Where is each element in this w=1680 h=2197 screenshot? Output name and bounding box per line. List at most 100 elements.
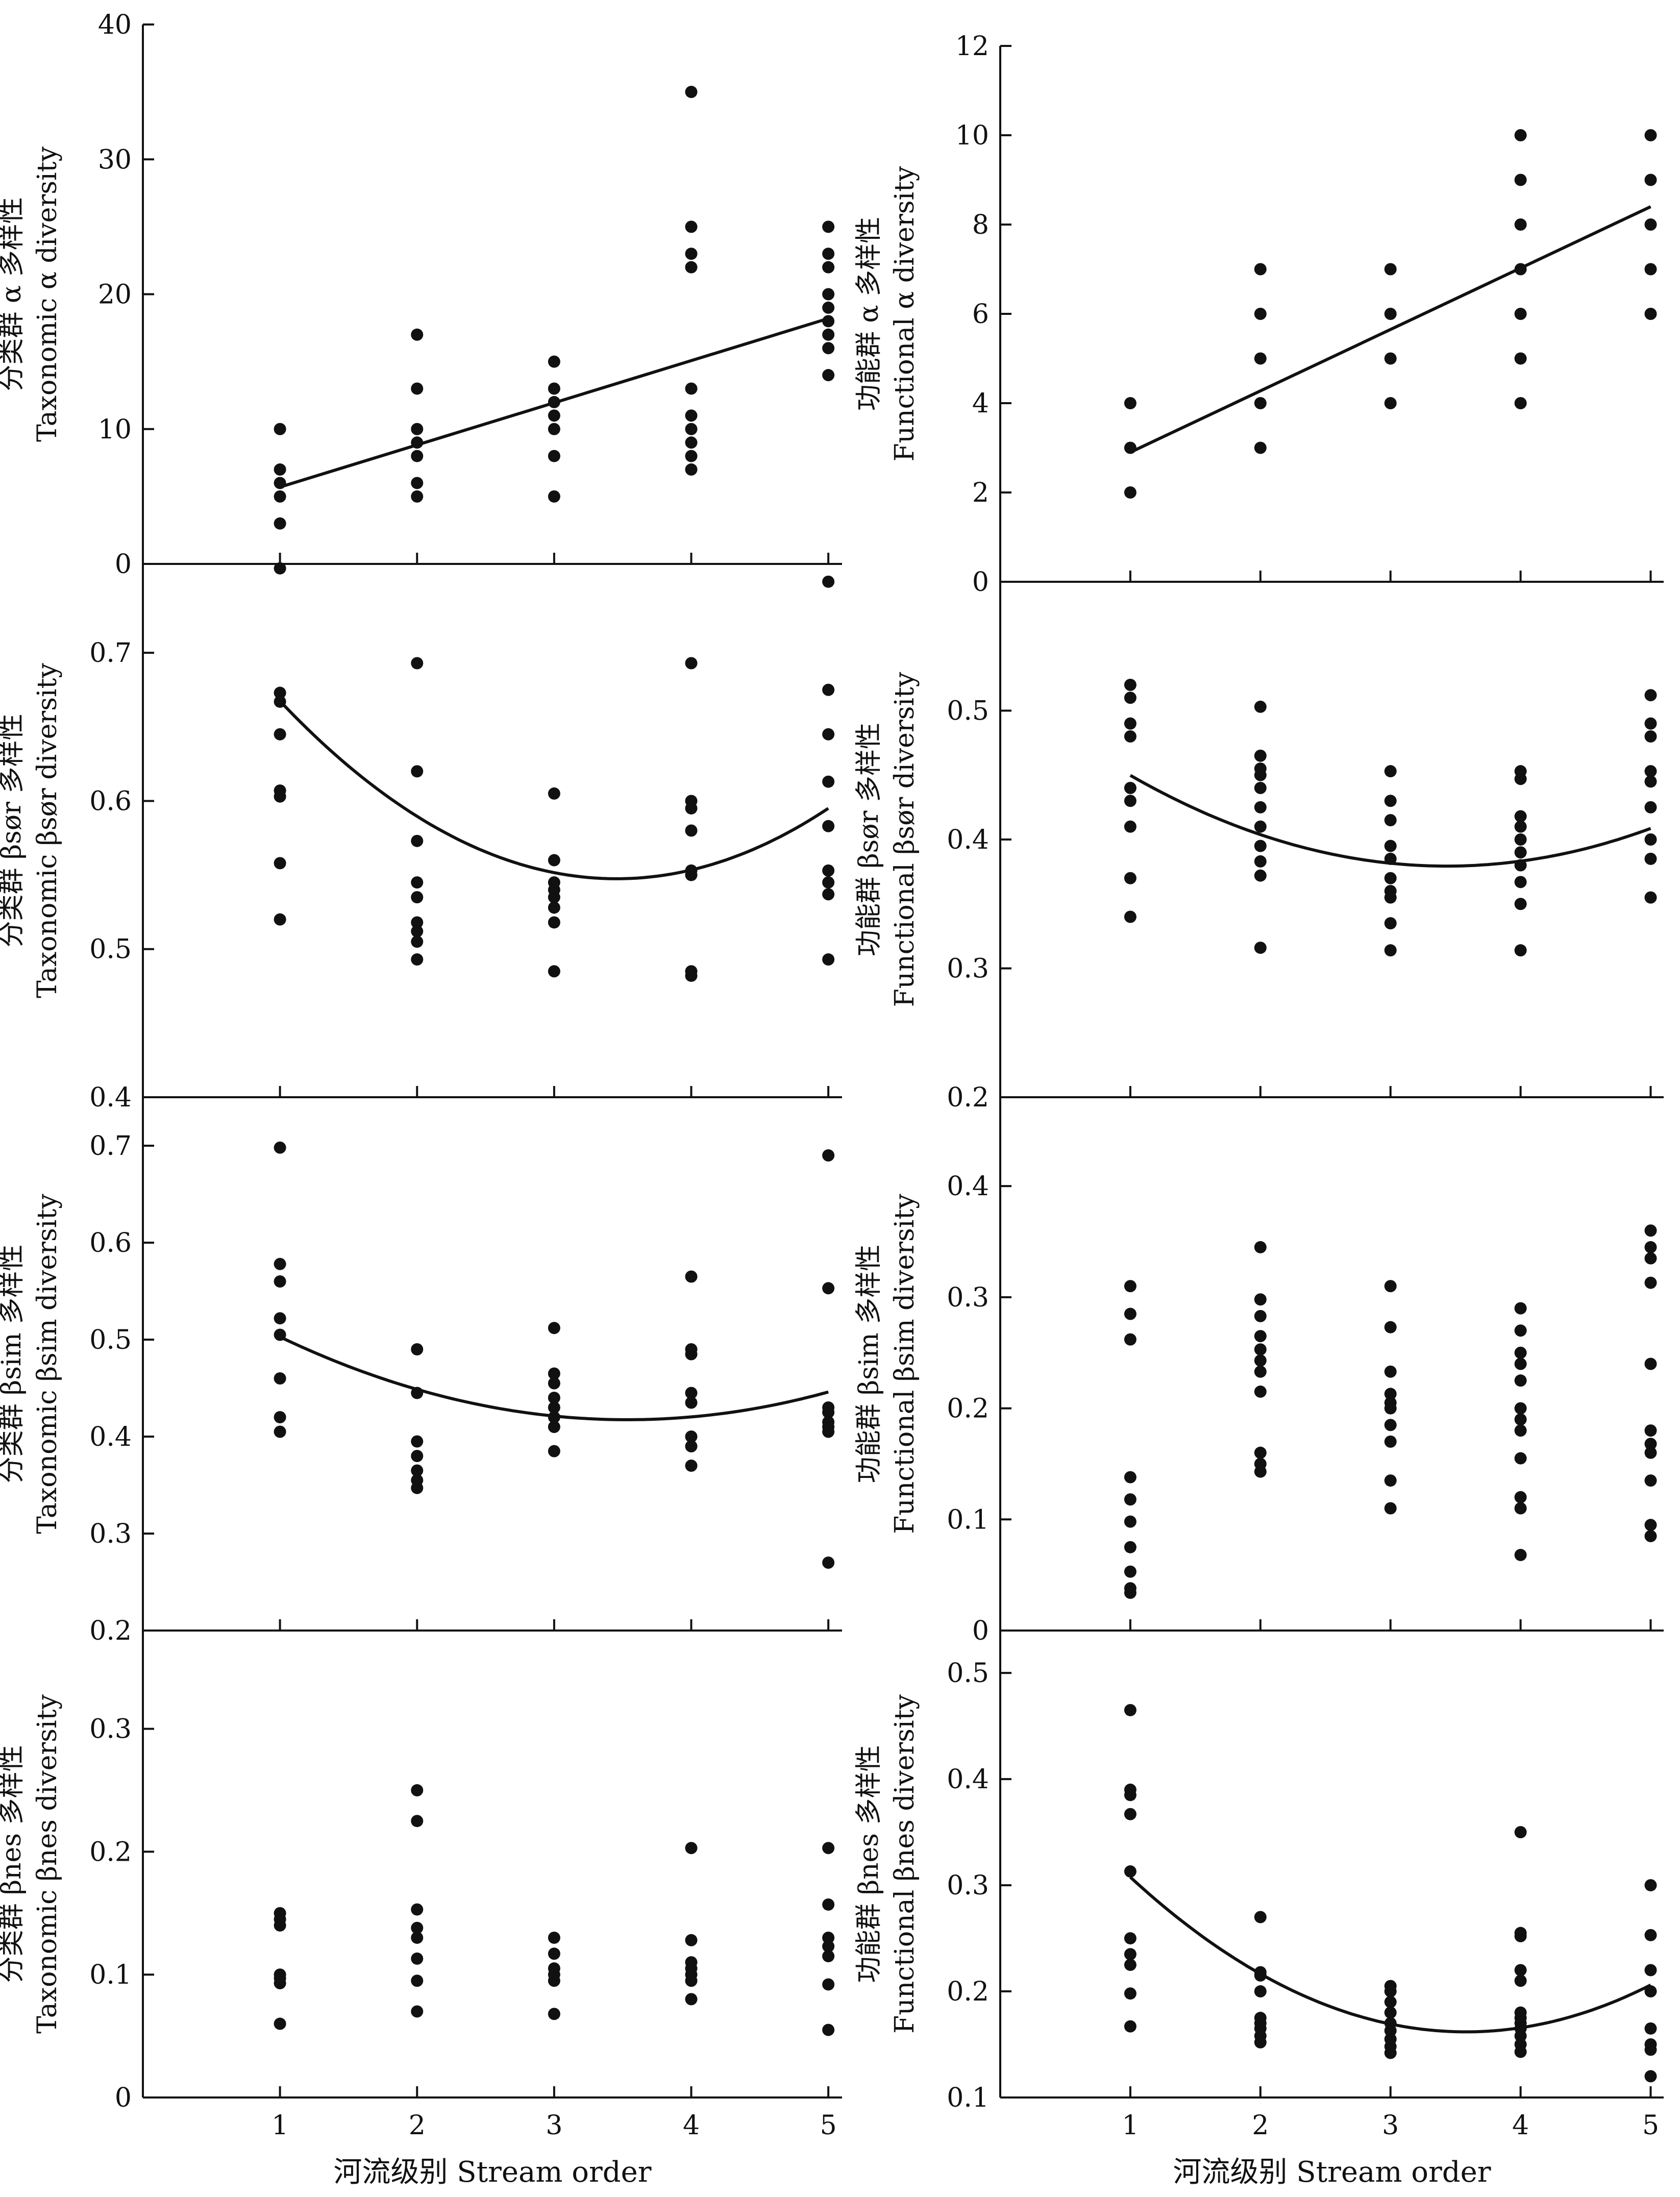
data-point — [274, 1312, 286, 1325]
data-point — [1384, 1474, 1397, 1487]
data-point — [1124, 441, 1137, 454]
data-point — [1514, 820, 1527, 833]
y-axis-label-zh: 分类群 βnes 多样性 — [0, 1745, 27, 1983]
data-point — [1514, 1974, 1527, 1987]
data-point — [1514, 2045, 1527, 2058]
data-point — [1124, 795, 1137, 807]
data-point — [1124, 1565, 1137, 1578]
data-point — [1514, 1413, 1527, 1426]
data-point — [548, 382, 560, 395]
data-point — [822, 1898, 835, 1911]
y-tick-label: 0 — [115, 549, 132, 580]
data-point — [822, 248, 835, 260]
data-point — [548, 423, 560, 435]
data-point — [1514, 773, 1527, 785]
data-point — [1384, 1419, 1397, 1431]
data-point — [548, 490, 560, 503]
data-point — [1254, 1985, 1267, 1998]
y-tick-label: 0.5 — [89, 934, 132, 965]
data-point — [411, 1952, 424, 1965]
data-point — [1514, 898, 1527, 910]
data-point — [1514, 859, 1527, 872]
y-axis-label-zh: 分类群 βsør 多样性 — [0, 714, 27, 948]
data-point — [685, 220, 698, 233]
y-axis-label-zh: 分类群 βsim 多样性 — [0, 1245, 27, 1484]
y-axis-label-zh: 功能群 α 多样性 — [854, 217, 884, 411]
data-point — [1644, 308, 1657, 320]
data-point — [1514, 1548, 1527, 1561]
data-point — [274, 857, 286, 870]
data-point — [1254, 441, 1267, 454]
data-point — [1124, 1932, 1137, 1945]
data-point — [822, 575, 835, 588]
data-point — [411, 834, 424, 847]
y-tick-label: 40 — [98, 10, 132, 40]
data-point — [1644, 1929, 1657, 1941]
data-point — [1254, 1330, 1267, 1343]
data-point — [1124, 1493, 1137, 1506]
data-point — [685, 1974, 698, 1987]
data-point — [411, 328, 424, 341]
data-point — [548, 916, 560, 929]
data-point — [1384, 1502, 1397, 1515]
data-point — [1384, 2024, 1397, 2037]
data-point — [822, 1425, 835, 1438]
data-point — [548, 1421, 560, 1433]
y-tick-label: 0.4 — [89, 1422, 132, 1452]
data-point — [411, 2005, 424, 2018]
data-point — [548, 1367, 560, 1380]
data-point — [548, 854, 560, 867]
data-point — [1514, 1452, 1527, 1465]
data-point — [274, 1919, 286, 1932]
y-tick-label: 0.7 — [89, 638, 132, 669]
data-point — [822, 953, 835, 966]
data-point — [1254, 1385, 1267, 1398]
y-tick-label: 0.4 — [947, 825, 989, 855]
data-point — [548, 355, 560, 368]
y-tick-label: 0.4 — [947, 1764, 989, 1795]
data-point — [1514, 1324, 1527, 1337]
data-point — [1254, 820, 1267, 833]
y-axis-label-en: Taxonomic βsim diversity — [32, 1194, 63, 1534]
data-point — [1124, 1280, 1137, 1293]
data-point — [1644, 775, 1657, 788]
y-tick-label: 10 — [98, 414, 132, 445]
y-tick-label: 0.4 — [89, 1082, 132, 1113]
data-point — [1254, 1911, 1267, 1923]
data-point — [1514, 1357, 1527, 1370]
data-point — [548, 787, 560, 800]
x-tick-label: 1 — [1122, 2110, 1139, 2141]
data-point — [1514, 876, 1527, 888]
x-tick-label: 4 — [1512, 2110, 1529, 2141]
data-point — [1254, 1293, 1267, 1306]
data-point — [411, 1815, 424, 1828]
data-point — [822, 728, 835, 740]
data-point — [274, 562, 286, 575]
data-point — [1254, 749, 1267, 762]
data-point — [1254, 700, 1267, 713]
data-point — [1644, 1252, 1657, 1265]
y-axis-label-en: Taxonomic βsør diversity — [32, 663, 63, 998]
data-point — [1384, 917, 1397, 930]
data-point — [1514, 129, 1527, 141]
data-point — [411, 1921, 424, 1934]
data-point — [685, 1993, 698, 2006]
data-point — [548, 450, 560, 462]
data-point — [1124, 1865, 1137, 1878]
data-point — [1644, 129, 1657, 141]
data-point — [822, 1282, 835, 1295]
x-tick-label: 3 — [546, 2110, 562, 2141]
data-point — [548, 1411, 560, 1423]
trend-line — [1129, 205, 1651, 454]
data-point — [1514, 218, 1527, 231]
data-point — [822, 328, 835, 341]
data-point — [822, 1931, 835, 1944]
data-point — [1644, 1438, 1657, 1450]
data-point — [685, 802, 698, 814]
data-point — [548, 965, 560, 978]
data-point — [822, 288, 835, 301]
data-point — [411, 423, 424, 435]
data-point — [548, 409, 560, 422]
data-point — [548, 1974, 560, 1987]
